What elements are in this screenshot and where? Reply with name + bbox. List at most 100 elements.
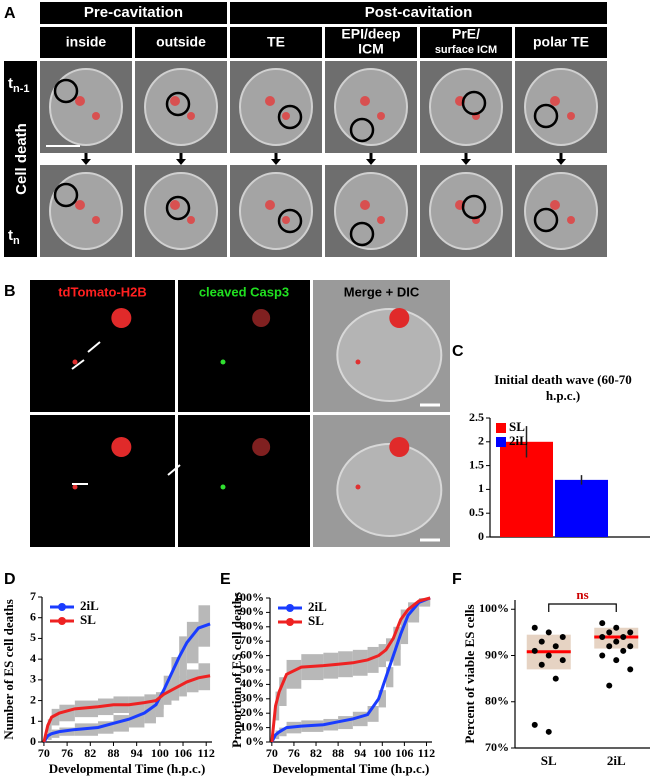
x-tick-label: 112	[418, 746, 435, 760]
x-tick-label: 70	[38, 746, 50, 760]
column-header: TE	[267, 34, 285, 50]
column-header-bg	[420, 27, 512, 58]
significance-bracket	[548, 603, 617, 612]
legend-marker	[286, 604, 294, 612]
column-header: surface ICM	[435, 44, 497, 56]
arrow-head	[366, 159, 376, 165]
highlight-ring	[533, 103, 559, 129]
arrow-head	[461, 159, 471, 165]
x-tick-label: 94	[354, 746, 366, 760]
embryo	[524, 68, 598, 146]
y-tick-label: 80%	[240, 619, 264, 633]
y-tick-label: 4	[30, 651, 36, 665]
apoptotic-cell	[355, 359, 361, 365]
confidence-band	[367, 646, 379, 673]
y-tick-label: 3	[30, 672, 36, 686]
y-tick-label: 5	[30, 630, 36, 644]
data-point	[613, 638, 620, 645]
confidence-band	[144, 702, 156, 724]
legend-label: SL	[308, 613, 324, 628]
embryo	[429, 68, 503, 146]
series-line	[42, 674, 211, 743]
y-tick-label: 1	[478, 481, 484, 495]
nucleus	[282, 216, 290, 224]
panel-label: A	[4, 5, 16, 22]
time-subscript: n	[13, 235, 20, 247]
confidence-band	[279, 677, 287, 706]
arrow-head	[556, 159, 566, 165]
nucleus-cluster	[389, 308, 410, 328]
y-tick-label: 0.5	[469, 505, 484, 519]
chart-title: Initial death wave (60-70 h.p.c.)	[494, 372, 632, 403]
row-time-label: tn	[8, 227, 20, 247]
x-axis-label: Developmental Time (h.p.c.)	[273, 761, 430, 776]
x-tick-label: 76	[61, 746, 73, 760]
micrograph	[30, 415, 175, 547]
data-point	[531, 647, 538, 654]
embryo	[49, 172, 123, 250]
y-tick-label: 90%	[485, 647, 509, 661]
data-point	[620, 634, 627, 640]
panel-label: F	[452, 571, 462, 588]
data-point	[552, 643, 559, 650]
data-point	[613, 624, 620, 631]
confidence-band	[286, 659, 302, 689]
time-subscript: n-1	[13, 83, 30, 95]
nucleus	[550, 96, 560, 106]
embryo	[334, 172, 408, 250]
y-tick-label: 20%	[240, 705, 264, 719]
data-point	[627, 666, 634, 673]
x-tick-label: SL	[541, 753, 557, 768]
nucleus	[567, 216, 575, 224]
confidence-band	[385, 638, 394, 662]
legend-swatch	[496, 437, 506, 447]
y-tick-label: 0	[30, 734, 36, 748]
confidence-band	[179, 636, 187, 678]
y-tick-label: 1	[30, 713, 36, 727]
embryo	[334, 68, 408, 146]
confidence-band	[171, 679, 180, 701]
embryo	[144, 68, 218, 146]
data-point	[531, 624, 538, 631]
data-point	[538, 638, 545, 645]
nucleus	[360, 96, 370, 106]
x-tick-label: 76	[288, 746, 300, 760]
y-tick-label: 90%	[240, 604, 264, 618]
highlight-ring	[349, 117, 375, 143]
x-tick-label: 100	[151, 746, 169, 760]
bar	[555, 479, 608, 537]
y-tick-label: 2	[30, 692, 36, 706]
panel-label: D	[4, 571, 16, 588]
legend-label: 2iL	[308, 599, 327, 614]
nucleus	[187, 216, 195, 224]
data-point	[545, 728, 552, 735]
column-header: ICM	[358, 41, 384, 57]
data-point	[559, 657, 566, 664]
highlight-ring	[533, 207, 559, 233]
confidence-band	[393, 645, 401, 666]
legend-marker	[286, 618, 294, 626]
nucleus	[377, 112, 385, 120]
micrograph	[178, 280, 310, 412]
y-axis-label: Proportion of ES cell deaths	[229, 592, 244, 748]
embryo	[524, 172, 598, 250]
time-base: t	[8, 75, 13, 92]
apoptotic-cell	[72, 359, 78, 365]
arrow-head	[271, 159, 281, 165]
group-header-bg	[40, 2, 227, 24]
legend-label: 2iL	[509, 433, 528, 448]
confidence-band	[163, 684, 172, 705]
channel-label: cleaved Casp3	[199, 284, 289, 299]
y-tick-label: 60%	[240, 647, 264, 661]
data-point	[627, 629, 634, 636]
y-axis-label: Percent of viable ES cells	[462, 604, 477, 743]
y-tick-label: 100%	[479, 601, 509, 615]
data-point	[538, 661, 545, 668]
highlight-ring	[461, 90, 487, 116]
group-header: Pre-cavitation	[84, 4, 183, 21]
arrow	[167, 464, 181, 476]
column-header: inside	[66, 34, 107, 50]
data-point	[620, 647, 627, 654]
legend-marker	[58, 603, 66, 611]
